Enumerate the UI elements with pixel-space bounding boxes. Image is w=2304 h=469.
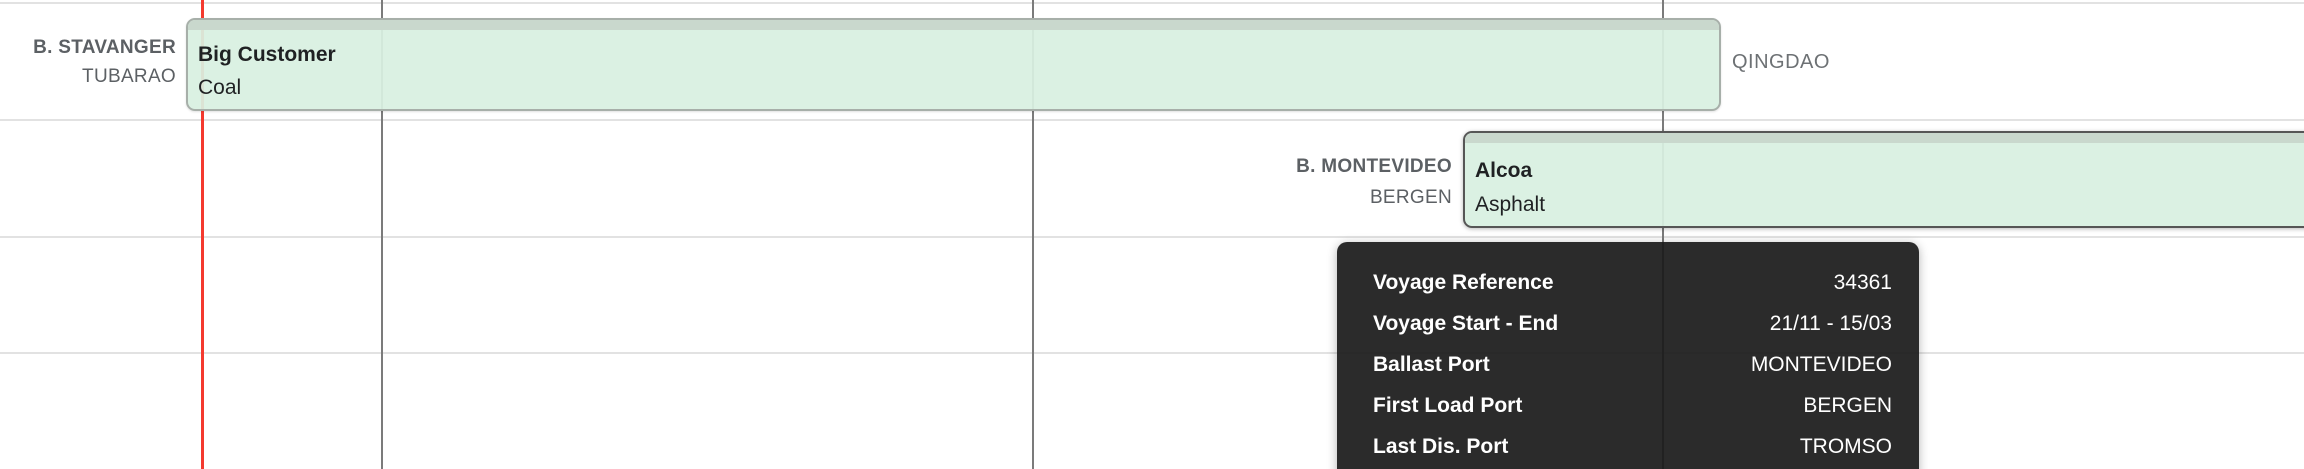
tooltip-value: TROMSO: [1799, 435, 1892, 458]
tooltip-row-first-load-port: First Load Port BERGEN: [1373, 385, 1892, 426]
tooltip-row-last-dis-port: Last Dis. Port TROMSO: [1373, 426, 1892, 467]
voyage-bar-header-strip: [188, 20, 1719, 30]
tooltip-label: Ballast Port: [1373, 353, 1490, 376]
voyage-bar-text: Big Customer Coal: [188, 30, 1719, 104]
row2-port-labels: B. MONTEVIDEO BERGEN: [1296, 151, 1452, 213]
month-gridline: [1662, 0, 1664, 469]
tooltip-label: Voyage Start - End: [1373, 312, 1559, 335]
tooltip-row-voyage-start-end: Voyage Start - End 21/11 - 15/03: [1373, 303, 1892, 344]
voyage-bar-big-customer[interactable]: Big Customer Coal: [186, 18, 1721, 111]
row1-destination-port-label: QINGDAO: [1732, 51, 1830, 73]
row1-load-port-label: TUBARAO: [82, 66, 176, 87]
voyage-customer-label: Alcoa: [1475, 159, 1533, 182]
voyage-details-tooltip: Voyage Reference 34361 Voyage Start - En…: [1337, 242, 1919, 469]
tooltip-label: Voyage Reference: [1373, 271, 1554, 294]
voyage-cargo-label: Asphalt: [1475, 193, 1546, 216]
row-separator: [0, 119, 2304, 121]
month-gridline: [1032, 0, 1034, 469]
tooltip-value: 21/11 - 15/03: [1769, 312, 1892, 335]
voyage-bar-text: Alcoa Asphalt: [1465, 143, 2304, 222]
voyage-bar-alcoa[interactable]: Alcoa Asphalt: [1463, 131, 2304, 228]
tooltip-label: Last Dis. Port: [1373, 435, 1509, 458]
tooltip-row-ballast-port: Ballast Port MONTEVIDEO: [1373, 344, 1892, 385]
row-separator: [0, 2, 2304, 4]
tooltip-value: BERGEN: [1803, 394, 1892, 417]
voyage-bar-header-strip: [1465, 133, 2304, 143]
voyage-cargo-label: Coal: [198, 76, 242, 99]
tooltip-row-voyage-reference: Voyage Reference 34361: [1373, 262, 1892, 303]
row-separator: [0, 236, 2304, 238]
voyage-customer-label: Big Customer: [198, 43, 336, 66]
month-gridline: [381, 0, 383, 469]
tooltip-value: MONTEVIDEO: [1750, 353, 1892, 376]
row2-ballast-port-label: B. MONTEVIDEO: [1296, 156, 1452, 177]
today-line: [201, 0, 204, 469]
tooltip-value: 34361: [1833, 271, 1892, 294]
row-separator: [0, 352, 2304, 354]
row1-port-labels: B. STAVANGER TUBARAO: [33, 33, 176, 91]
tooltip-label: First Load Port: [1373, 394, 1523, 417]
row1-ballast-port-label: B. STAVANGER: [33, 37, 176, 58]
row2-load-port-label: BERGEN: [1369, 187, 1452, 208]
